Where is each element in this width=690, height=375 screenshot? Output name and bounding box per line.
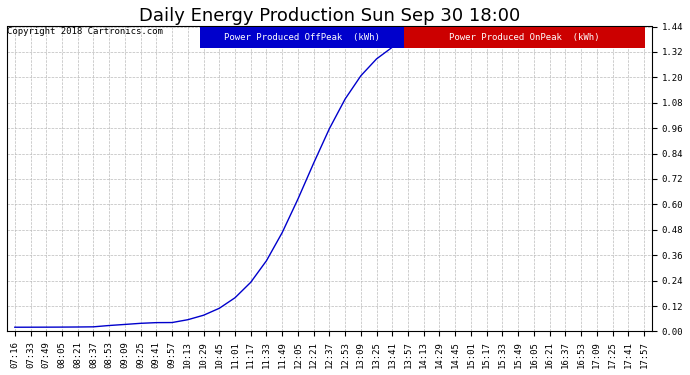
Title: Daily Energy Production Sun Sep 30 18:00: Daily Energy Production Sun Sep 30 18:00 — [139, 7, 520, 25]
Text: Copyright 2018 Cartronics.com: Copyright 2018 Cartronics.com — [7, 27, 163, 36]
Text: Power Produced OnPeak  (kWh): Power Produced OnPeak (kWh) — [449, 33, 600, 42]
Text: Power Produced OffPeak  (kWh): Power Produced OffPeak (kWh) — [224, 33, 380, 42]
